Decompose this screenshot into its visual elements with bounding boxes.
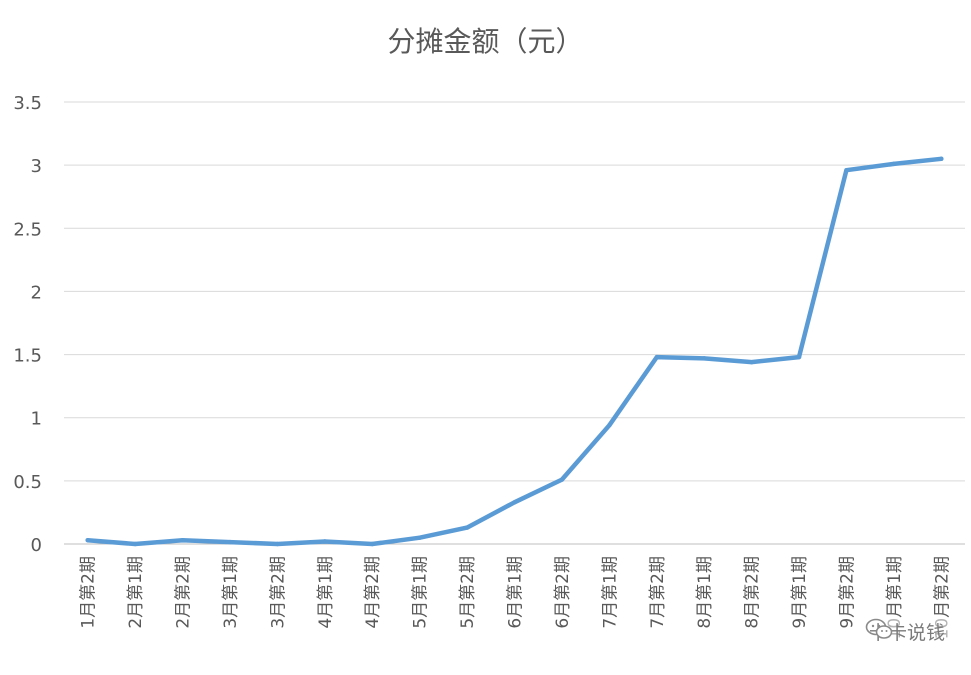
x-tick-label: 7月第1期 (600, 556, 620, 629)
y-tick-label: 3.5 (13, 93, 42, 114)
data-point (607, 423, 612, 428)
data-point (180, 538, 185, 543)
data-point (939, 156, 944, 162)
x-tick-label: 4月第2期 (363, 556, 383, 629)
data-point (417, 535, 422, 540)
x-tick-label: 5月第1期 (411, 556, 431, 629)
data-point (654, 354, 659, 360)
x-tick-label: 6月第1期 (506, 556, 526, 629)
x-tick-label: 1月第2期 (79, 556, 99, 629)
x-tick-label: 9月第1期 (790, 556, 810, 629)
y-tick-label: 0.5 (13, 472, 42, 493)
series-line (85, 156, 944, 547)
data-point (796, 354, 802, 360)
x-tick-label: 2月第1期 (126, 556, 146, 629)
x-tick-label: 6月第2期 (553, 556, 573, 629)
x-tick-label: 4月第1期 (316, 556, 336, 629)
x-tick-label: 2月第2期 (174, 556, 194, 629)
x-tick-label: 3月第1期 (221, 556, 241, 629)
data-point (512, 500, 517, 505)
data-point (275, 541, 280, 547)
data-point (227, 539, 233, 545)
y-tick-label: 1.5 (13, 346, 42, 367)
data-point (559, 477, 565, 482)
x-tick-label: 9月第2期 (837, 556, 857, 629)
chart-title: 分摊金额（元） (387, 25, 584, 58)
x-tick-label: 3月第2期 (268, 556, 288, 629)
y-tick-label: 2.5 (13, 219, 42, 240)
data-point (844, 167, 849, 173)
x-tick-label: 8月第2期 (743, 556, 763, 629)
x-tick-label: 5月第2期 (458, 556, 478, 629)
data-point (749, 359, 754, 365)
x-tick-label: 8月第1期 (695, 556, 715, 629)
wechat-icon (865, 618, 893, 639)
data-point (85, 538, 90, 543)
y-tick-label: 2 (31, 282, 42, 303)
x-tick-label: 7月第2期 (648, 556, 668, 629)
data-point (370, 541, 375, 547)
data-point (464, 525, 470, 530)
data-point (132, 541, 138, 547)
data-point (891, 161, 897, 167)
watermark: 卡卡说钱 (864, 618, 949, 645)
data-point (322, 539, 328, 544)
data-point (701, 356, 707, 361)
y-tick-label: 0 (31, 535, 42, 556)
y-tick-label: 3 (31, 156, 42, 177)
y-tick-label: 1 (31, 409, 42, 430)
